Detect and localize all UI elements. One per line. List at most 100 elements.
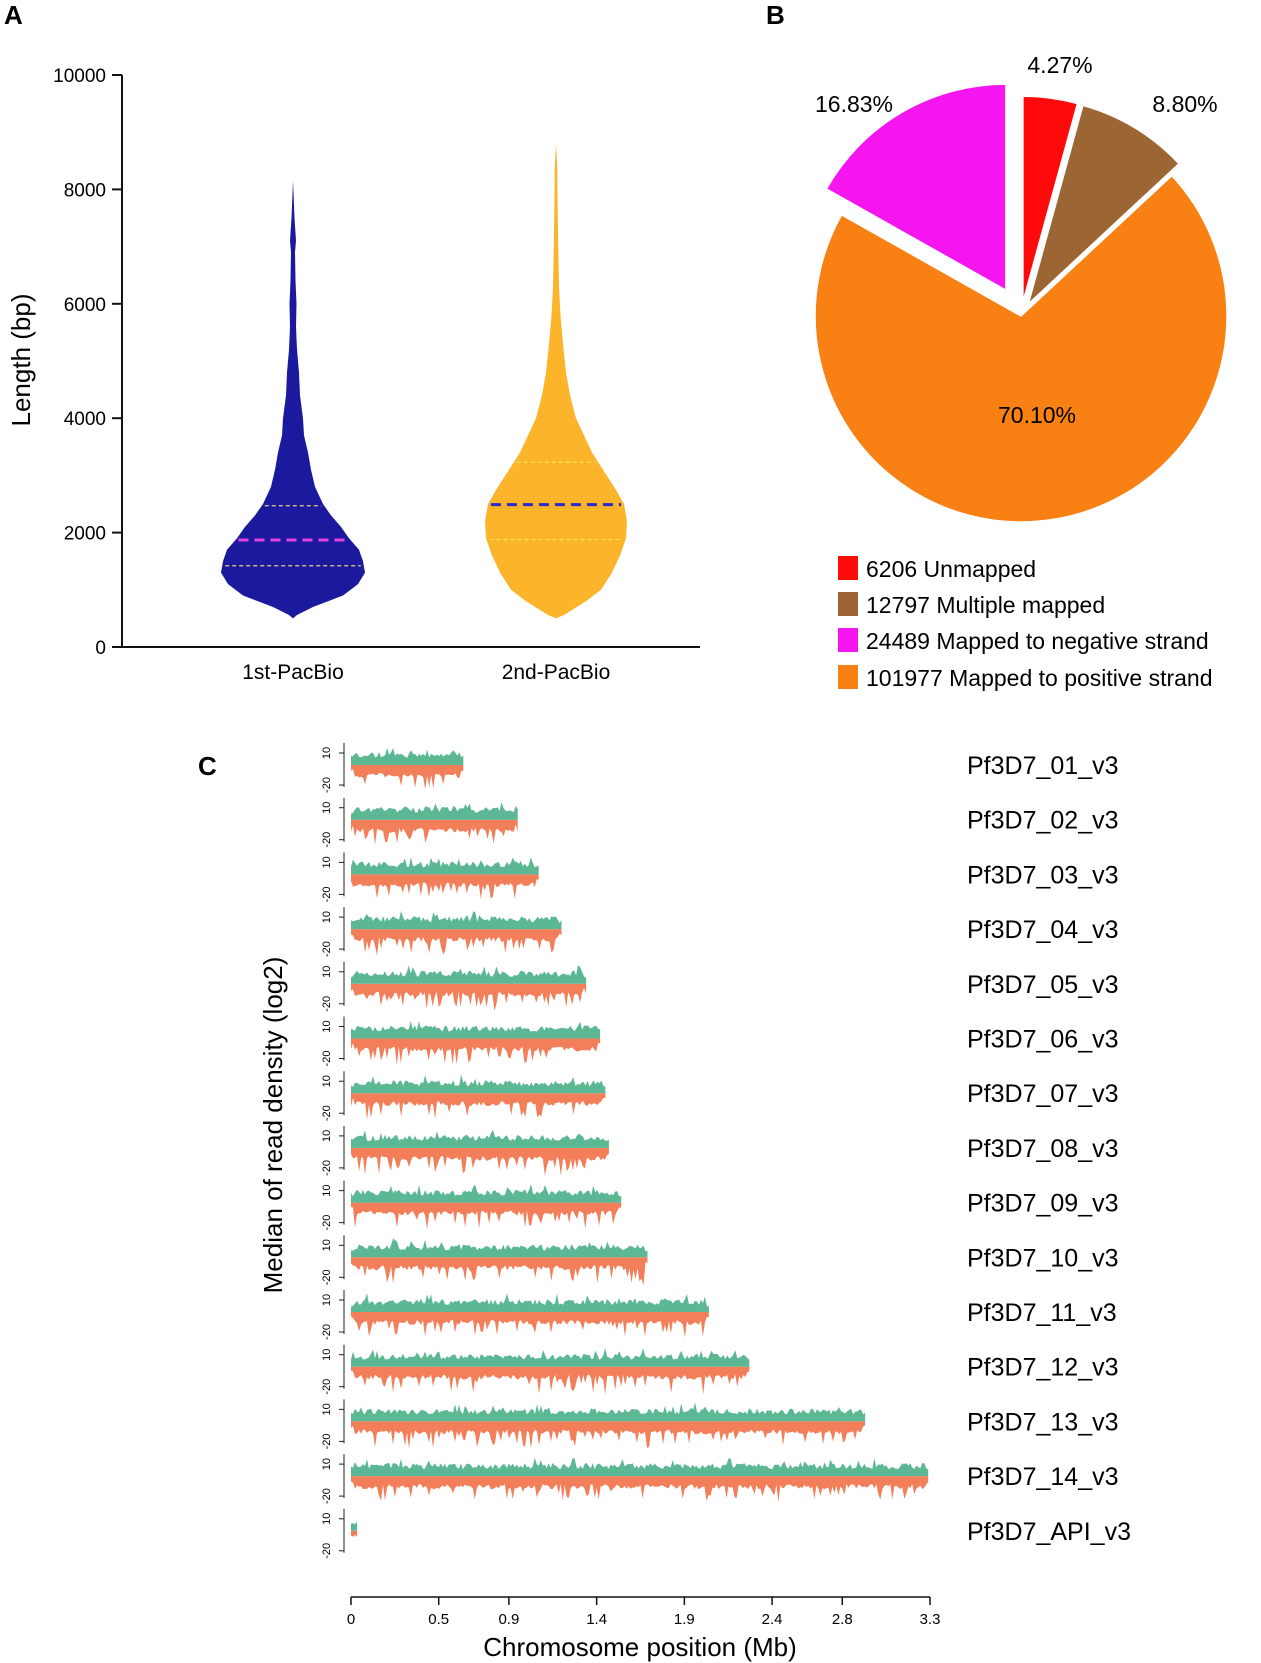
track-tick-label: -20 <box>321 886 333 902</box>
tracks-x-ticks: 0 0.5 0.9 1.4 1.9 2.4 2.8 3.3 <box>347 1597 941 1628</box>
track-Pf3D7_01_v3: 10 -20 <box>321 743 464 793</box>
track-negative-density <box>351 983 587 1011</box>
track-positive-density <box>351 1074 606 1094</box>
track-Pf3D7_06_v3: 10 -20 <box>321 1016 601 1067</box>
track-Pf3D7_14_v3: 10 -20 <box>321 1454 929 1504</box>
track-negative-density <box>351 1421 866 1449</box>
pie-slice-multiple-mapped <box>1026 104 1181 307</box>
track-positive-density <box>351 1184 622 1203</box>
pie-slice-mapped-to-positive-strand <box>814 174 1228 523</box>
tracks-x-tick-label: 2.4 <box>762 1611 783 1628</box>
track-negative-density <box>351 1476 929 1503</box>
violin-category-2: 2nd-PacBio <box>502 661 611 684</box>
violin-y-ticks: 0 2000 4000 6000 8000 10000 <box>53 66 122 659</box>
chromosome-label: Pf3D7_API_v3 <box>967 1518 1131 1546</box>
track-tick-label: -20 <box>321 777 333 793</box>
track-tick-label: 10 <box>321 1403 333 1415</box>
track-tick-label: -20 <box>321 1488 333 1504</box>
track-tick-label: -20 <box>321 1160 333 1176</box>
track-Pf3D7_04_v3: 10 -20 <box>321 907 562 957</box>
track-tick-label: -20 <box>321 996 333 1012</box>
legend-swatch-unmapped <box>838 556 858 580</box>
tracks-x-tick-label: 1.4 <box>586 1611 607 1628</box>
panel-label-a: A <box>4 0 23 30</box>
track-tick-label: -20 <box>321 1269 333 1285</box>
chromosome-labels: Pf3D7_01_v3 Pf3D7_02_v3 Pf3D7_03_v3 Pf3D7_0… <box>967 752 1131 1546</box>
legend-text-positive: 101977 Mapped to positive strand <box>866 665 1213 691</box>
violin-axis <box>121 75 700 648</box>
violins <box>221 143 627 619</box>
track-positive-density <box>351 1238 648 1258</box>
tracks-x-tick-label: 0.5 <box>428 1611 449 1628</box>
tracks-x-tick-label: 3.3 <box>920 1611 941 1628</box>
tracks-y-label: Median of read density (log2) <box>258 957 288 1294</box>
chromosome-label: Pf3D7_01_v3 <box>967 752 1119 780</box>
track-positive-density <box>351 1521 358 1531</box>
violin-y-tick-label: 2000 <box>64 524 106 545</box>
track-negative-density <box>351 765 464 790</box>
pie-pct-positive: 70.10% <box>998 402 1076 428</box>
tracks-x-tick-label: 1.9 <box>674 1611 695 1628</box>
chromosome-label: Pf3D7_12_v3 <box>967 1354 1119 1382</box>
chromosome-tracks: 10 -20 10 -20 10 -20 10 -20 10 -20 10 -20 10 -20 10 -20… <box>321 743 929 1559</box>
track-negative-density <box>351 1530 358 1537</box>
track-tick-label: 10 <box>321 1294 333 1306</box>
track-tick-label: 10 <box>321 802 333 814</box>
track-positive-density <box>351 1293 709 1312</box>
track-tick-label: 10 <box>321 1349 333 1361</box>
pie-pct-multiple: 8.80% <box>1152 91 1217 117</box>
violin-body-1 <box>221 180 365 619</box>
track-tick-label: 10 <box>321 1075 333 1087</box>
track-negative-density <box>351 874 539 900</box>
track-tick-label: 10 <box>321 856 333 868</box>
track-positive-density <box>351 802 518 820</box>
track-Pf3D7_API_v3: 10 -20 <box>321 1508 358 1559</box>
chromosome-label: Pf3D7_07_v3 <box>967 1080 1119 1108</box>
violin-y-tick-label: 10000 <box>53 66 106 87</box>
track-tick-label: -20 <box>321 1433 333 1449</box>
legend-swatch-multiple <box>838 592 858 616</box>
track-negative-density <box>351 929 562 956</box>
track-tick-label: -20 <box>321 1215 333 1231</box>
track-negative-density <box>351 1093 606 1120</box>
track-positive-density <box>351 747 464 765</box>
track-Pf3D7_05_v3: 10 -20 <box>321 961 587 1012</box>
track-positive-density <box>351 857 539 875</box>
legend-text-multiple: 12797 Multiple mapped <box>866 592 1105 618</box>
pie-chart <box>814 83 1228 523</box>
tracks-x-tick-label: 0 <box>347 1611 355 1628</box>
track-negative-density <box>351 1202 622 1230</box>
track-positive-density <box>351 910 562 930</box>
violin-category-1: 1st-PacBio <box>242 661 344 684</box>
violin-y-tick-label: 8000 <box>64 180 106 201</box>
pie-legend: 6206 Unmapped 12797 Multiple mapped 2448… <box>838 556 1213 691</box>
tracks-x-label: Chromosome position (Mb) <box>483 1632 797 1662</box>
track-positive-density <box>351 965 587 984</box>
chromosome-label: Pf3D7_14_v3 <box>967 1463 1119 1491</box>
track-tick-label: -20 <box>321 1105 333 1121</box>
track-negative-density <box>351 1366 750 1395</box>
violin-y-tick-label: 4000 <box>64 409 106 430</box>
track-positive-density <box>351 1129 609 1148</box>
panel-label-c: C <box>198 751 217 781</box>
violin-y-tick-label: 6000 <box>64 295 106 316</box>
track-positive-density <box>351 1348 750 1367</box>
pie-slice-unmapped <box>1022 95 1079 303</box>
track-Pf3D7_08_v3: 10 -20 <box>321 1125 609 1176</box>
tracks-x-tick-label: 0.9 <box>498 1611 519 1628</box>
track-Pf3D7_09_v3: 10 -20 <box>321 1180 622 1231</box>
track-tick-label: 10 <box>321 1239 333 1251</box>
pie-pct-unmapped: 4.27% <box>1027 52 1092 78</box>
track-tick-label: -20 <box>321 1379 333 1395</box>
track-tick-label: -20 <box>321 1543 333 1559</box>
track-negative-density <box>351 1312 709 1338</box>
track-tick-label: 10 <box>321 911 333 923</box>
track-negative-density <box>351 1038 601 1065</box>
violin-y-tick-label: 0 <box>95 638 106 659</box>
track-Pf3D7_07_v3: 10 -20 <box>321 1071 606 1121</box>
track-negative-density <box>351 1147 609 1176</box>
track-tick-label: 10 <box>321 966 333 978</box>
track-tick-label: -20 <box>321 1051 333 1067</box>
chromosome-label: Pf3D7_06_v3 <box>967 1026 1119 1054</box>
